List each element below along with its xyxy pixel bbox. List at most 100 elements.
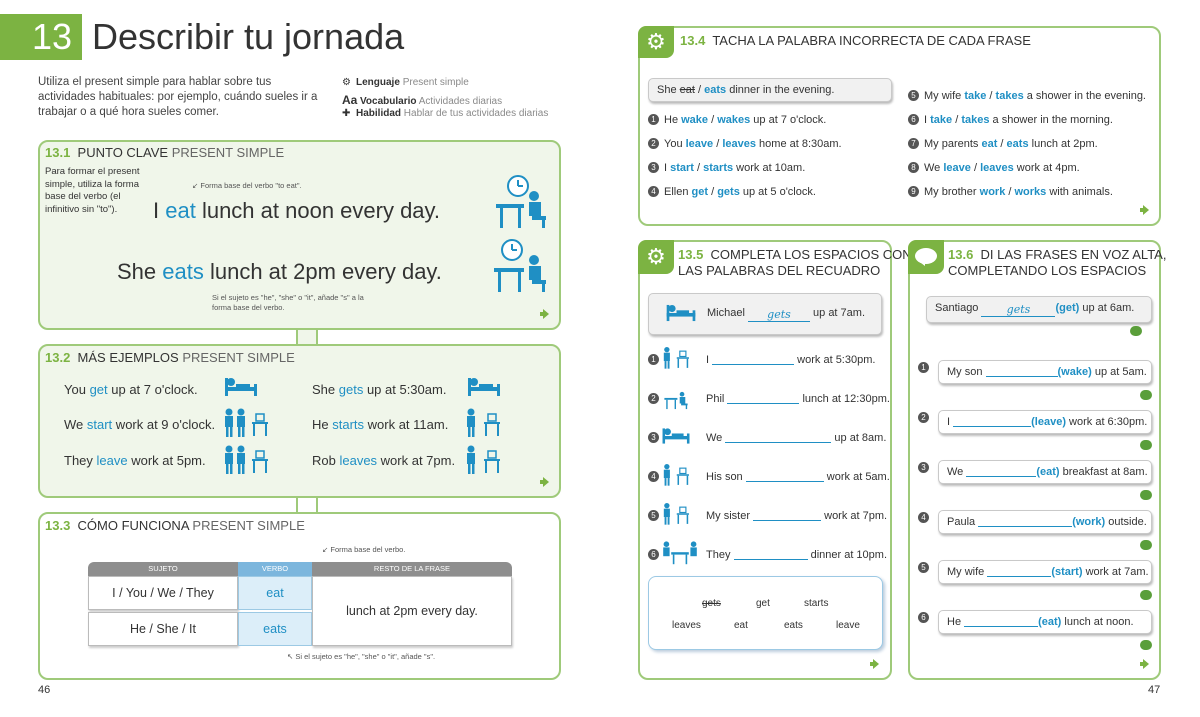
people-at-table-icon bbox=[663, 541, 697, 565]
audio-icon[interactable] bbox=[540, 477, 554, 487]
speak-icon[interactable] bbox=[1130, 326, 1142, 336]
column-header-subject: SUJETO bbox=[88, 562, 238, 576]
speak-icon[interactable] bbox=[1140, 440, 1152, 450]
speech-bubble-icon bbox=[908, 240, 944, 274]
person-office-icon bbox=[467, 408, 500, 437]
verb-cell: eat bbox=[238, 576, 312, 610]
speak-icon[interactable] bbox=[1140, 390, 1152, 400]
speak-icon[interactable] bbox=[1140, 540, 1152, 550]
person-at-desk-clock-icon bbox=[494, 239, 546, 292]
word-bank-item: leave bbox=[836, 620, 860, 631]
connector bbox=[296, 496, 318, 514]
column-header-verb: VERBO bbox=[238, 562, 312, 576]
page-number-left: 46 bbox=[38, 684, 51, 696]
rest-cell: lunch at 2pm every day. bbox=[312, 576, 512, 646]
exercise-item[interactable]: 4 His son work at 5am. bbox=[648, 471, 890, 483]
page-title: Describir tu jornada bbox=[92, 16, 405, 57]
person-office-icon bbox=[663, 346, 689, 369]
bed-icon bbox=[225, 378, 257, 396]
speak-icon[interactable] bbox=[1140, 590, 1152, 600]
exercise-item[interactable]: 5 My sister work at 7pm. bbox=[648, 510, 887, 522]
section-13-5-header: 13.5 COMPLETA LOS ESPACIOS CON LAS PALABR… bbox=[678, 247, 912, 278]
example-row: We start work at 9 o'clock. bbox=[64, 417, 216, 432]
exercise-item[interactable]: 2 You leave / leaves home at 8:30am. bbox=[648, 138, 842, 150]
item-number: 6 bbox=[918, 612, 929, 623]
exercise-item[interactable]: 3 We up at 8am. bbox=[648, 432, 886, 444]
unit-number-badge: 13 bbox=[0, 14, 82, 60]
exercise-item[interactable]: 8 We leave / leaves work at 4pm. bbox=[908, 162, 1080, 174]
word-bank-item: get bbox=[756, 598, 770, 609]
annotation-base-form: ↙ Forma base del verbo "to eat". bbox=[192, 181, 302, 190]
meta-vocabulary: Aa Vocabulario Actividades diarias bbox=[342, 93, 503, 107]
exercise-item[interactable]: My wife (start) work at 7am. bbox=[938, 560, 1152, 584]
bed-icon bbox=[662, 428, 690, 444]
person-at-table-icon bbox=[664, 391, 688, 410]
annotation-base-form: ↙ Forma base del verbo. bbox=[322, 545, 406, 554]
item-number: 5 bbox=[918, 562, 929, 573]
example-sentence-1: I eat lunch at noon every day. bbox=[153, 198, 441, 223]
column-header-rest: RESTO DE LA FRASE bbox=[312, 562, 512, 576]
example-row: You get up at 7 o'clock. bbox=[64, 382, 198, 397]
exercise-item[interactable]: 2 Phil lunch at 12:30pm. bbox=[648, 393, 890, 405]
example-row: He starts work at 11am. bbox=[312, 417, 449, 432]
section-13-4 bbox=[638, 26, 1161, 226]
example-bubble: She eat / eats dinner in the evening. bbox=[648, 78, 892, 102]
people-office-icon bbox=[225, 445, 268, 474]
gear-icon: ⚙ bbox=[638, 26, 674, 58]
annotation-third-person: Si el sujeto es "he", "she" o "it", añad… bbox=[212, 293, 364, 312]
audio-icon[interactable] bbox=[1140, 659, 1154, 669]
page-number-right: 47 bbox=[1148, 684, 1161, 696]
word-bank-item-struck: gets bbox=[702, 598, 721, 609]
people-office-icon bbox=[225, 408, 268, 437]
exercise-item[interactable]: 1 He wake / wakes up at 7 o'clock. bbox=[648, 114, 826, 126]
exercise-item[interactable]: 5 My wife take / takes a shower in the ev… bbox=[908, 90, 1146, 102]
bed-icon bbox=[666, 304, 696, 322]
speak-icon[interactable] bbox=[1140, 490, 1152, 500]
item-number: 3 bbox=[918, 462, 929, 473]
word-bank-item: leaves bbox=[672, 620, 701, 631]
audio-icon[interactable] bbox=[540, 309, 554, 319]
gear-icon: ⚙ bbox=[638, 240, 674, 274]
verb-cell: eats bbox=[238, 612, 312, 646]
example-row: Rob leaves work at 7pm. bbox=[312, 453, 456, 468]
example-sentence-2: She eats lunch at 2pm every day. bbox=[117, 259, 442, 284]
exercise-item[interactable]: My son (wake) up at 5am. bbox=[938, 360, 1152, 384]
meta-language: ⚙ Lenguaje Present simple bbox=[342, 77, 469, 88]
connector bbox=[296, 330, 318, 346]
exercise-item[interactable]: 4 Ellen get / gets up at 5 o'clock. bbox=[648, 186, 816, 198]
exercise-item[interactable]: Paula (work) outside. bbox=[938, 510, 1152, 534]
exercise-item[interactable]: 6 They dinner at 10pm. bbox=[648, 549, 887, 561]
exercise-item[interactable]: He (eat) lunch at noon. bbox=[938, 610, 1152, 634]
word-bank-item: eat bbox=[734, 620, 748, 631]
exercise-item[interactable]: I (leave) work at 6:30pm. bbox=[938, 410, 1152, 434]
item-number: 4 bbox=[918, 512, 929, 523]
section-13-2-header: 13.2 MÁS EJEMPLOS PRESENT SIMPLE bbox=[45, 350, 295, 365]
subject-cell: I / You / We / They bbox=[88, 576, 238, 610]
exercise-item[interactable]: 7 My parents eat / eats lunch at 2pm. bbox=[908, 138, 1098, 150]
section-13-4-header: 13.4 TACHA LA PALABRA INCORRECTA DE CADA… bbox=[680, 33, 1031, 48]
section-13-1 bbox=[38, 140, 561, 330]
text-aa-icon: Aa bbox=[342, 93, 358, 107]
person-at-desk-clock-icon bbox=[496, 175, 546, 228]
speak-icon[interactable] bbox=[1140, 640, 1152, 650]
example-bubble: Santiago gets (get) up at 6am. bbox=[926, 296, 1152, 323]
person-office-icon bbox=[467, 445, 500, 474]
puzzle-icon: ✚ bbox=[342, 108, 351, 119]
exercise-item[interactable]: We (eat) breakfast at 8am. bbox=[938, 460, 1152, 484]
example-row: She gets up at 5:30am. bbox=[312, 382, 447, 397]
word-bank-item: starts bbox=[804, 598, 829, 609]
annotation-third-person: ↖ Si el sujeto es "he", "she" o "it", añ… bbox=[287, 652, 436, 661]
audio-icon[interactable] bbox=[870, 659, 884, 669]
audio-icon[interactable] bbox=[1140, 205, 1154, 215]
meta-skill: ✚ Habilidad Hablar de tus actividades dia… bbox=[342, 108, 549, 119]
section-13-3-header: 13.3 CÓMO FUNCIONA PRESENT SIMPLE bbox=[45, 518, 305, 533]
word-bank-item: eats bbox=[784, 620, 803, 631]
person-office-icon bbox=[663, 502, 689, 525]
intro-text: Utiliza el present simple para hablar so… bbox=[38, 76, 318, 118]
exercise-item[interactable]: 9 My brother work / works with animals. bbox=[908, 186, 1113, 198]
section-13-6-header: 13.6 DI LAS FRASES EN VOZ ALTA, COMPLETAN… bbox=[948, 247, 1167, 278]
example-row: They leave work at 5pm. bbox=[64, 453, 206, 468]
